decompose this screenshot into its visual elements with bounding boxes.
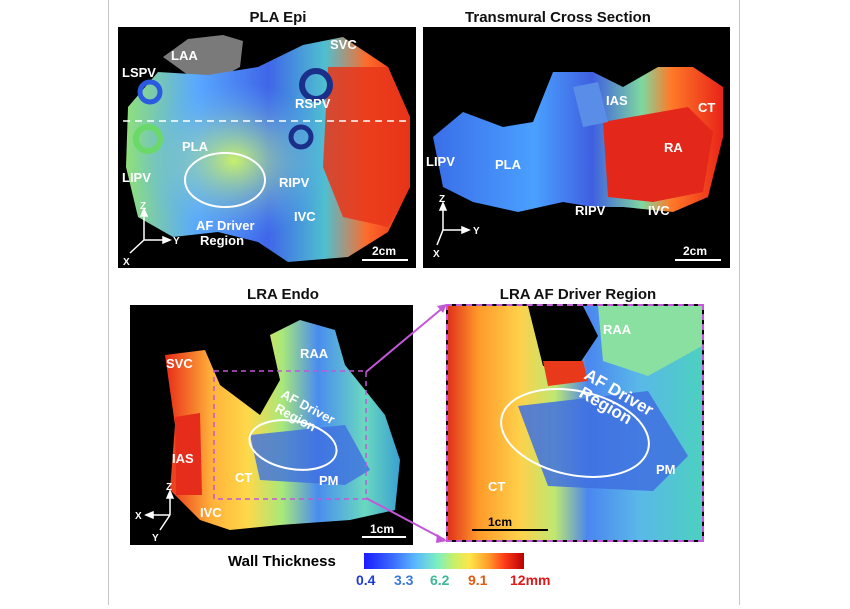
axis-x: X <box>433 249 440 260</box>
axes-triad <box>436 201 471 246</box>
panel-title-lra-af-driver: LRA AF Driver Region <box>499 286 657 303</box>
rspv-ostium <box>299 68 333 102</box>
lra-endo-render: SVC RAA AF Driver Region IAS CT PM IVC Z… <box>135 320 406 544</box>
axes-triad <box>144 489 175 531</box>
scale-label: 1cm <box>370 522 394 536</box>
axis-y: Y <box>152 533 159 544</box>
panel-title-lra-endo: LRA Endo <box>247 286 319 303</box>
label-svc: SVC <box>330 37 357 52</box>
label-ct: CT <box>235 470 252 485</box>
legend-tick: 12mm <box>510 572 551 588</box>
axis-y: Y <box>473 226 480 237</box>
panel-title-transmural: Transmural Cross Section <box>465 9 651 26</box>
panel-title-pla-epi: PLA Epi <box>249 9 307 26</box>
laa-shape <box>163 35 243 79</box>
label-raa: RAA <box>300 346 329 361</box>
ra-red <box>603 107 713 202</box>
zoom-box <box>213 370 367 500</box>
axis-z: Z <box>439 194 445 205</box>
legend-tick: 0.4 <box>356 572 376 588</box>
label-lspv: LSPV <box>122 65 156 80</box>
legend-tick: 9.1 <box>468 572 488 588</box>
label-ias: IAS <box>172 451 194 466</box>
pla-epi-render: LAA SVC LSPV RSPV PLA LIPV RIPV IVC AF D… <box>122 35 410 268</box>
raa-region <box>598 306 702 376</box>
lra-af-driver-render: RAA AF Driver Region CT PM 1cm <box>448 306 702 540</box>
scale-label: 2cm <box>372 244 396 258</box>
label-rspv: RSPV <box>295 96 331 111</box>
legend-tick: 3.3 <box>394 572 414 588</box>
label-raa: RAA <box>603 322 632 337</box>
panel-transmural: IAS CT RA LIPV PLA RIPV IVC Z Y X 2cm <box>423 27 730 268</box>
label-ripv: RIPV <box>575 203 606 218</box>
label-pla: PLA <box>495 157 522 172</box>
label-pm: PM <box>319 473 339 488</box>
legend-title: Wall Thickness <box>228 553 336 570</box>
panel-pla-epi: LAA SVC LSPV RSPV PLA LIPV RIPV IVC AF D… <box>118 27 416 268</box>
label-ripv: RIPV <box>279 175 310 190</box>
label-svc: SVC <box>166 356 193 371</box>
axis-z: Z <box>140 201 146 212</box>
label-ct: CT <box>698 100 715 115</box>
label-pla: PLA <box>182 139 209 154</box>
right-wall-red <box>323 67 410 227</box>
label-af-driver: AF Driver <box>196 218 255 233</box>
label-pm: PM <box>656 462 676 477</box>
af-driver-ellipse <box>500 388 650 478</box>
figure-frame <box>108 0 740 605</box>
label-laa: LAA <box>171 48 198 63</box>
axis-x: X <box>135 511 142 522</box>
label-ivc: IVC <box>200 505 222 520</box>
axis-z: Z <box>166 482 172 493</box>
label-lipv: LIPV <box>426 154 455 169</box>
axes-triad <box>129 207 172 254</box>
label-ra: RA <box>664 140 683 155</box>
axis-x: X <box>123 257 130 268</box>
label-ias: IAS <box>606 93 628 108</box>
colorbar <box>364 553 524 569</box>
scale-label: 2cm <box>683 244 707 258</box>
label-ivc: IVC <box>294 209 316 224</box>
label-ivc: IVC <box>648 203 670 218</box>
axis-y: Y <box>173 236 180 247</box>
af-driver-ellipse <box>248 419 338 471</box>
label-region: Region <box>200 233 244 248</box>
legend-tick: 6.2 <box>430 572 450 588</box>
label-ct: CT <box>488 479 505 494</box>
panel-lra-endo: SVC RAA AF Driver Region IAS CT PM IVC Z… <box>130 305 413 545</box>
ias-red <box>175 413 202 495</box>
af-driver-ellipse <box>184 152 266 208</box>
transmural-render: IAS CT RA LIPV PLA RIPV IVC Z Y X 2cm <box>426 67 723 261</box>
panel-lra-af-driver: RAA AF Driver Region CT PM 1cm <box>446 304 704 542</box>
scale-label: 1cm <box>488 515 512 529</box>
label-lipv: LIPV <box>122 170 151 185</box>
